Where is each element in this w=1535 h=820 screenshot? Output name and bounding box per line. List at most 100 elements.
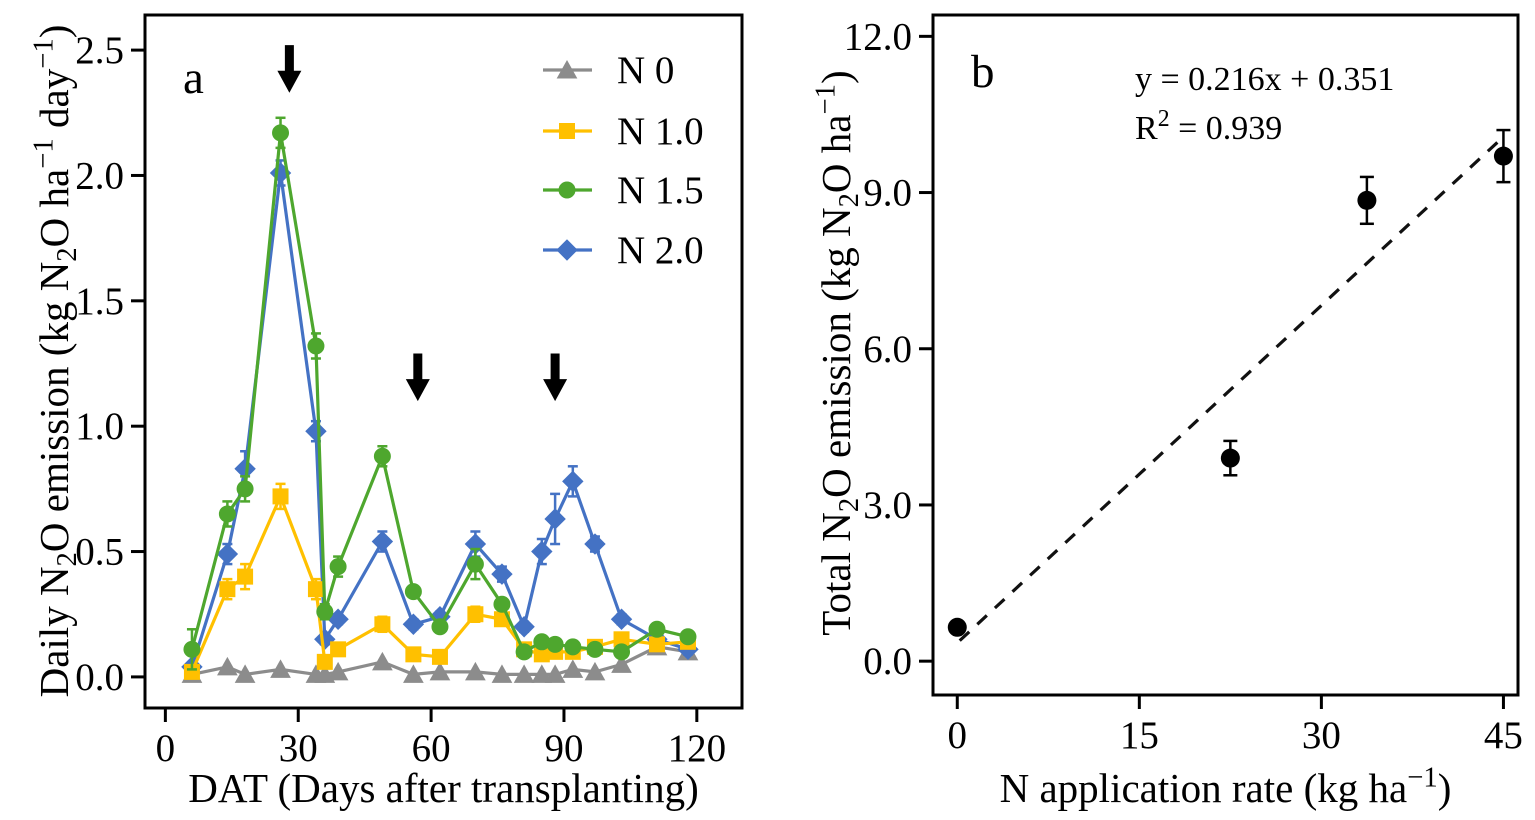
panel-label-b: b bbox=[971, 46, 995, 98]
series-line bbox=[190, 172, 689, 668]
data-point bbox=[305, 420, 327, 442]
y-tick-label: 1.5 bbox=[75, 280, 124, 323]
x-tick-label: 15 bbox=[1120, 714, 1159, 757]
y-tick-label: 2.0 bbox=[75, 154, 124, 197]
x-tick-label: 90 bbox=[544, 727, 583, 770]
y-axis: 0.0 0.5 1.0 1.5 2.0 2.5 bbox=[75, 29, 145, 699]
regression-equation: y = 0.216x + 0.351 bbox=[1135, 61, 1394, 98]
fertilization-arrow-icon bbox=[543, 353, 568, 402]
data-point bbox=[515, 643, 533, 661]
data-point bbox=[558, 181, 576, 199]
y-tick-label: 0.0 bbox=[863, 640, 912, 683]
panel-b: 0 15 30 45 0.0 3.0 6.0 9.0 12.0 y = 0.216x + 0.35… bbox=[809, 13, 1523, 811]
data-point bbox=[584, 533, 606, 555]
panel-label-a: a bbox=[183, 52, 204, 104]
data-point bbox=[564, 638, 582, 656]
data-point bbox=[467, 606, 484, 623]
x-axis: 0 15 30 45 bbox=[948, 695, 1523, 757]
data-point bbox=[218, 505, 236, 523]
regression-r-squared: R2 = 0.939 bbox=[1135, 106, 1282, 147]
x-tick-label: 30 bbox=[1302, 714, 1341, 757]
x-tick-label: 60 bbox=[412, 727, 451, 770]
data-point bbox=[374, 616, 391, 633]
data-point bbox=[429, 661, 451, 681]
data-point bbox=[586, 640, 604, 658]
data-point bbox=[648, 620, 666, 638]
fertilization-arrow-icon bbox=[405, 353, 430, 402]
data-point bbox=[562, 470, 584, 493]
data-point bbox=[237, 568, 254, 585]
data-point bbox=[219, 581, 236, 598]
data-point bbox=[1220, 448, 1240, 468]
data-point bbox=[329, 558, 347, 576]
data-point bbox=[679, 628, 697, 646]
data-point bbox=[431, 648, 448, 665]
data-point bbox=[272, 124, 290, 142]
data-point bbox=[491, 563, 513, 585]
series-line bbox=[190, 132, 689, 655]
total-emission-points bbox=[947, 128, 1513, 637]
y-tick-label: 6.0 bbox=[863, 328, 912, 371]
series-n-1-5 bbox=[183, 116, 697, 671]
data-point bbox=[465, 661, 486, 681]
data-point bbox=[234, 664, 256, 683]
y-tick-label: 3.0 bbox=[863, 484, 912, 527]
data-point bbox=[584, 661, 606, 681]
data-point bbox=[307, 337, 325, 355]
plot-frame bbox=[931, 13, 1520, 697]
data-point bbox=[372, 651, 393, 671]
data-point bbox=[405, 646, 422, 663]
panel-b-xlabel: N application rate (kg ha−1) bbox=[1000, 761, 1452, 811]
fertilization-arrow-icon bbox=[277, 45, 302, 93]
legend: N 0 N 1.0 N 1.5 N 2.0 bbox=[543, 49, 704, 272]
legend-label: N 1.5 bbox=[617, 169, 704, 212]
data-point bbox=[1493, 146, 1513, 166]
data-point bbox=[562, 659, 584, 678]
series-n-0 bbox=[181, 636, 699, 683]
data-point bbox=[610, 608, 633, 630]
legend-item-n-0: N 0 bbox=[543, 49, 674, 92]
data-point bbox=[466, 555, 484, 573]
data-point bbox=[272, 488, 289, 505]
x-tick-label: 0 bbox=[948, 714, 968, 757]
data-point bbox=[183, 640, 201, 658]
x-axis: 0 30 60 90 120 bbox=[156, 708, 726, 770]
data-point bbox=[544, 664, 566, 683]
data-point bbox=[330, 641, 347, 658]
data-point bbox=[556, 59, 578, 79]
data-point bbox=[491, 664, 513, 683]
data-point bbox=[531, 664, 553, 683]
y-tick-label: 1.0 bbox=[75, 405, 124, 448]
data-point bbox=[1357, 190, 1377, 210]
data-point bbox=[216, 543, 239, 565]
data-point bbox=[431, 618, 449, 636]
data-point bbox=[327, 661, 349, 681]
x-tick-label: 45 bbox=[1484, 714, 1523, 757]
data-point bbox=[371, 530, 394, 553]
plot-frame bbox=[143, 13, 744, 710]
legend-label: N 0 bbox=[617, 49, 674, 92]
legend-item-n-1-5: N 1.5 bbox=[543, 169, 704, 212]
legend-item-n-2-0: N 2.0 bbox=[543, 229, 704, 272]
y-tick-label: 0.5 bbox=[75, 531, 124, 574]
y-axis: 0.0 3.0 6.0 9.0 12.0 bbox=[844, 15, 933, 683]
data-point bbox=[559, 123, 575, 139]
x-tick-label: 0 bbox=[156, 727, 176, 770]
panel-b-ylabel: Total N2O emission (kg N2O ha−1) bbox=[809, 70, 865, 635]
data-point bbox=[611, 654, 632, 673]
y-tick-label: 9.0 bbox=[863, 172, 912, 215]
data-point bbox=[404, 583, 422, 601]
y-tick-label: 0.0 bbox=[75, 656, 124, 699]
data-point bbox=[316, 653, 333, 670]
data-point bbox=[513, 616, 535, 638]
data-point bbox=[546, 635, 564, 653]
x-tick-label: 120 bbox=[668, 727, 727, 770]
data-point bbox=[217, 656, 238, 676]
data-point bbox=[403, 664, 424, 683]
legend-label: N 1.0 bbox=[617, 110, 704, 153]
regression-line bbox=[958, 135, 1505, 642]
data-point bbox=[613, 643, 631, 661]
data-point bbox=[402, 613, 425, 635]
data-point bbox=[493, 595, 511, 613]
